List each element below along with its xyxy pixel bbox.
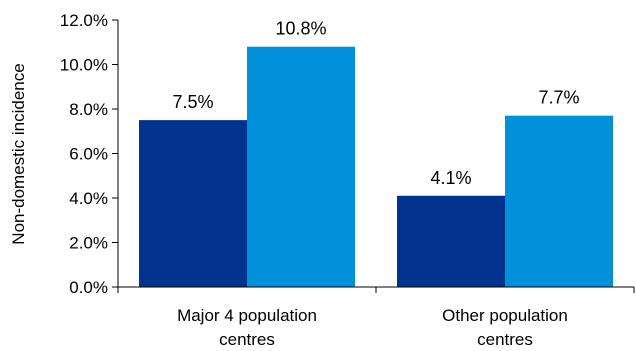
x-axis: Major 4 population centres Other populatio…	[117, 286, 635, 349]
category-label: centres	[477, 330, 533, 349]
bar-value-label: 7.5%	[172, 92, 213, 112]
category-label: Other population	[442, 306, 568, 325]
y-tick-label: 6.0%	[69, 145, 108, 164]
bar	[139, 120, 247, 287]
bar-value-label: 7.7%	[538, 88, 579, 108]
y-axis: 0.0% 2.0% 4.0% 6.0% 8.0% 10.0% 12.0%	[60, 11, 119, 297]
bar	[397, 195, 505, 287]
bar-value-label: 10.8%	[275, 19, 326, 39]
bar	[505, 115, 613, 287]
y-tick-label: 8.0%	[69, 100, 108, 119]
y-tick-label: 0.0%	[69, 278, 108, 297]
bars: 7.5% 10.8% 4.1% 7.7%	[139, 19, 613, 288]
y-tick-label: 2.0%	[69, 234, 108, 253]
y-axis-label: Non-domestic incidence	[9, 63, 28, 244]
y-tick-label: 4.0%	[69, 189, 108, 208]
y-tick-label: 10.0%	[60, 56, 108, 75]
category-label: Major 4 population	[177, 306, 317, 325]
category-label: centres	[219, 330, 275, 349]
bar-value-label: 4.1%	[430, 168, 471, 188]
bar	[247, 46, 355, 288]
y-tick-label: 12.0%	[60, 11, 108, 30]
